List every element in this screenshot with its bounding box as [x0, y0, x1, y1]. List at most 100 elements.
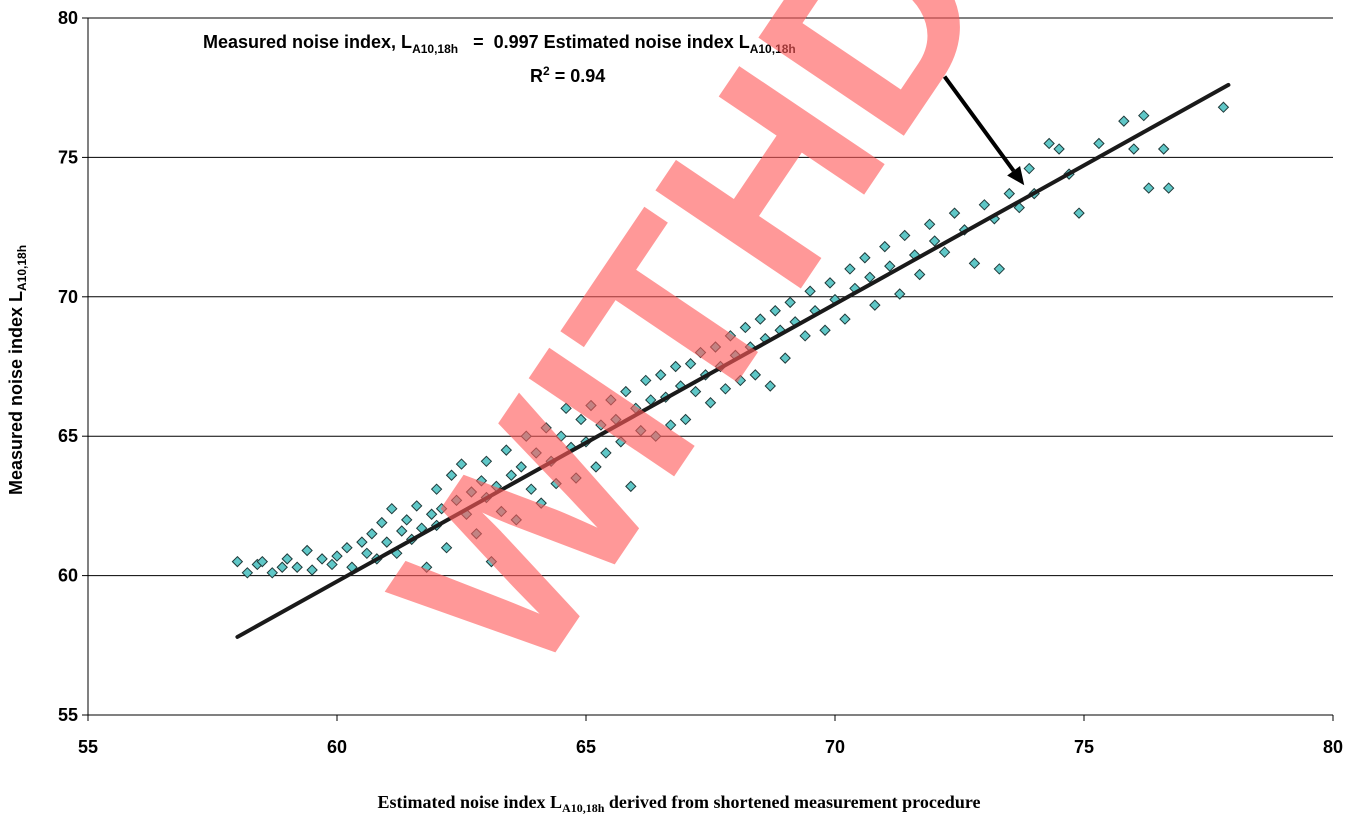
- data-point-119: [894, 288, 906, 300]
- y-tick-label-80: 80: [58, 8, 78, 28]
- regression-equation: Measured noise index, LA10,18h = 0.997 E…: [203, 32, 796, 56]
- x-axis-label: Estimated noise index LA10,18h derived f…: [378, 792, 981, 815]
- x-tick-label-65: 65: [576, 737, 596, 757]
- data-point-132: [1003, 187, 1016, 200]
- data-point-128: [968, 257, 981, 270]
- data-point-80: [669, 360, 682, 373]
- data-point-45: [495, 505, 508, 518]
- data-point-114: [859, 252, 871, 264]
- data-point-84: [689, 385, 702, 398]
- data-point-28: [420, 561, 433, 573]
- data-point-33: [440, 542, 453, 554]
- y-tick-label-65: 65: [58, 426, 78, 446]
- data-point-115: [864, 271, 876, 283]
- data-point-94: [739, 321, 752, 334]
- data-point-20: [381, 536, 393, 548]
- tick-labels: 55 60 65 70 75 80 55 60 65 70 75 80: [58, 8, 1343, 757]
- data-point-6: [281, 553, 293, 565]
- data-point-15: [356, 536, 368, 548]
- data-point-122: [913, 268, 926, 281]
- x-tick-label-60: 60: [327, 737, 347, 757]
- annotation-arrow-head: [1007, 166, 1025, 186]
- data-point-23: [396, 525, 408, 537]
- data-point-70: [620, 385, 632, 398]
- data-point-21: [386, 502, 398, 515]
- data-point-145: [1157, 143, 1170, 155]
- data-point-123: [923, 218, 936, 231]
- data-point-76: [650, 430, 662, 442]
- data-point-1: [241, 567, 254, 579]
- annotation-arrow-shaft: [942, 75, 1016, 172]
- data-point-79: [664, 419, 677, 431]
- data-point-49: [515, 461, 527, 473]
- data-point-83: [684, 358, 697, 370]
- data-points: [231, 101, 1230, 579]
- data-point-91: [724, 330, 737, 342]
- data-point-47: [505, 469, 518, 481]
- data-point-99: [764, 380, 776, 392]
- data-point-69: [615, 436, 627, 448]
- data-point-9: [306, 564, 318, 576]
- data-point-102: [779, 352, 791, 364]
- data-point-13: [341, 542, 353, 554]
- x-tick-label-70: 70: [825, 737, 845, 757]
- data-point-54: [540, 422, 552, 434]
- data-point-26: [410, 500, 423, 512]
- data-point-117: [879, 240, 891, 253]
- data-point-105: [799, 330, 811, 342]
- data-point-108: [819, 324, 831, 336]
- data-point-120: [899, 229, 911, 242]
- data-point-3: [256, 555, 269, 568]
- data-point-8: [301, 544, 313, 557]
- y-tick-label-70: 70: [58, 287, 78, 307]
- data-point-66: [600, 447, 612, 459]
- data-point-35: [450, 494, 463, 507]
- data-point-57: [555, 430, 567, 442]
- x-tick-label-80: 80: [1323, 737, 1343, 757]
- data-point-131: [993, 263, 1006, 275]
- data-point-85: [694, 346, 707, 359]
- data-point-87: [704, 397, 717, 409]
- data-point-50: [520, 430, 532, 442]
- data-point-19: [376, 516, 388, 529]
- data-point-17: [366, 528, 378, 540]
- trendline: [235, 82, 1231, 639]
- data-point-118: [884, 260, 896, 272]
- data-point-53: [535, 497, 547, 509]
- data-point-65: [595, 419, 607, 431]
- data-point-112: [844, 263, 856, 275]
- data-point-129: [978, 199, 991, 211]
- x-tick-label-75: 75: [1074, 737, 1094, 757]
- y-tick-label-60: 60: [58, 566, 78, 586]
- data-point-12: [331, 550, 343, 562]
- data-point-93: [734, 374, 747, 387]
- data-point-126: [948, 207, 961, 219]
- data-point-29: [425, 508, 438, 520]
- data-point-140: [1093, 137, 1105, 150]
- data-point-74: [640, 374, 652, 387]
- data-point-147: [1217, 101, 1230, 113]
- data-point-71: [625, 480, 637, 493]
- axes: [82, 17, 1334, 721]
- data-point-4: [266, 567, 278, 579]
- trendline-group: [235, 75, 1231, 639]
- data-point-77: [654, 369, 667, 381]
- data-point-136: [1043, 137, 1055, 150]
- data-point-36: [455, 458, 468, 470]
- data-point-39: [470, 528, 483, 540]
- data-point-61: [575, 413, 587, 426]
- data-point-40: [475, 475, 488, 487]
- data-point-67: [605, 394, 617, 406]
- data-point-97: [754, 313, 767, 325]
- data-point-58: [560, 402, 572, 415]
- data-point-56: [550, 477, 562, 490]
- data-point-137: [1053, 143, 1065, 155]
- data-point-43: [485, 555, 498, 568]
- data-point-125: [938, 246, 951, 258]
- data-point-82: [679, 413, 692, 426]
- data-point-134: [1023, 162, 1035, 175]
- y-tick-label-55: 55: [58, 705, 78, 725]
- data-point-48: [510, 514, 522, 526]
- data-point-73: [635, 424, 647, 437]
